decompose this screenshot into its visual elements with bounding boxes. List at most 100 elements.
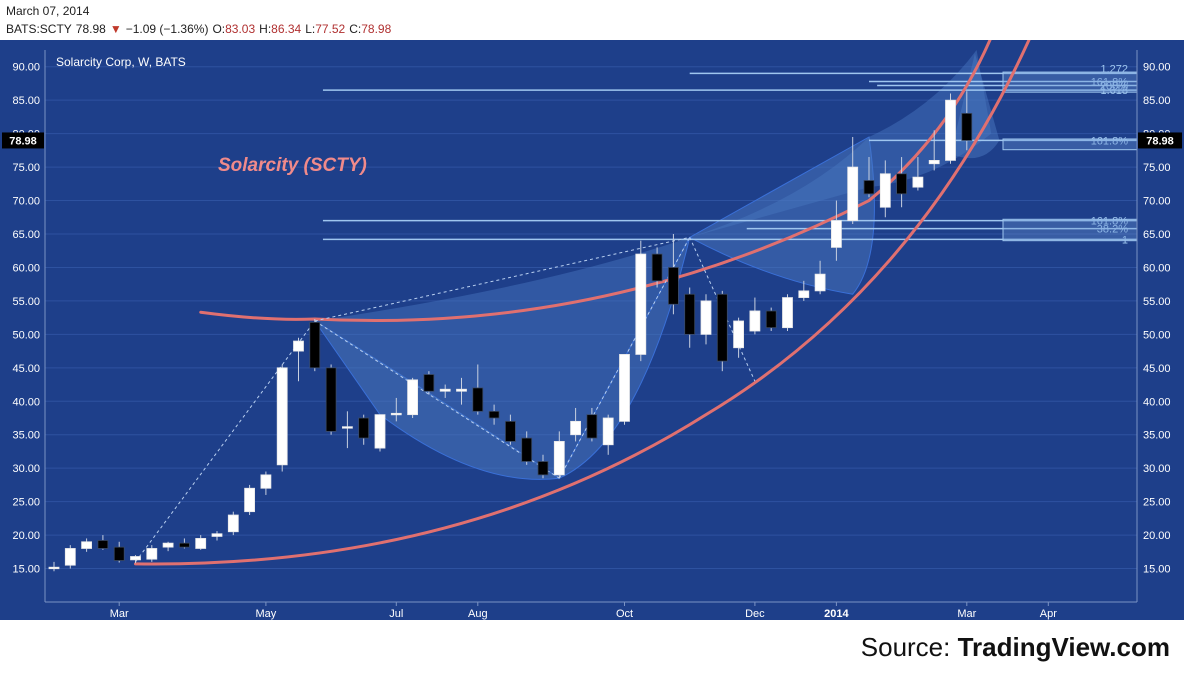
y-tick-label-left: 60.00 (12, 262, 40, 274)
price-markers: 78.98 78.98 (2, 132, 1182, 149)
candle-up (146, 548, 158, 560)
y-tick-label-left: 20.00 (12, 530, 40, 542)
candle-up (700, 300, 712, 335)
fib-zone-box (1002, 71, 1138, 93)
y-tick-label-right: 40.00 (1143, 396, 1171, 408)
fib-label: 1.618 (1100, 85, 1128, 97)
candle-down (716, 293, 728, 362)
x-axis-labels: Mar May Jul Aug Oct Dec 2014 Mar Apr (110, 602, 1057, 620)
candle-down (521, 437, 533, 462)
candle-down (423, 374, 435, 392)
y-tick-label-left: 65.00 (12, 229, 40, 241)
header-date: March 07, 2014 (6, 4, 90, 18)
candle-up (619, 354, 630, 422)
candle-up (798, 290, 810, 298)
annotation-label: Solarcity (SCTY) (218, 155, 367, 176)
candle-down (586, 414, 598, 439)
header-close: 78.98 (361, 22, 392, 36)
y-tick-label-right: 25.00 (1143, 497, 1171, 509)
candle-down (537, 461, 549, 476)
fib-label: 161.8% (1091, 216, 1129, 228)
fib-zone-box (1002, 138, 1138, 151)
price-marker-right-bg (1138, 132, 1182, 149)
header-change: −1.09 (−1.36%) (125, 22, 209, 36)
fib-zone-box (1002, 218, 1138, 242)
candle-up (456, 388, 467, 392)
candle-up (928, 160, 940, 165)
x-tick-label: Apr (1040, 608, 1057, 620)
header-low-label: L: (305, 22, 316, 36)
y-tick-label-left: 90.00 (12, 62, 40, 74)
price-marker-left: 78.98 (9, 135, 37, 147)
y-tick-label-right: 35.00 (1143, 430, 1171, 442)
candle-up (162, 542, 174, 548)
candle-up (195, 538, 207, 549)
candle-up (244, 487, 256, 513)
header-high-label: H: (259, 22, 272, 36)
y-tick-label-right: 20.00 (1143, 530, 1171, 542)
zigzag-lines (135, 236, 756, 563)
change-down-icon: ▼ (109, 22, 122, 36)
header-close-label: C: (349, 22, 362, 36)
y-tick-label-left: 35.00 (12, 430, 40, 442)
fib-label: 38.2% (1097, 224, 1128, 236)
y-tick-label-right: 70.00 (1143, 196, 1171, 208)
y-tick-label-right: 45.00 (1143, 363, 1171, 375)
y-tick-label-left: 15.00 (12, 564, 40, 576)
candle-down (504, 420, 516, 442)
candle-up (879, 173, 891, 208)
y-tick-label-right: 55.00 (1143, 296, 1171, 308)
candle-up (130, 556, 141, 561)
y-tick-label-right: 15.00 (1143, 564, 1171, 576)
candle-up (602, 417, 614, 446)
source-brand: TradingView.com (957, 632, 1170, 662)
candle-down (113, 546, 125, 561)
x-tick-label: Jul (389, 608, 403, 620)
candle-up (390, 412, 402, 416)
candle-up (733, 320, 744, 349)
candle-up (407, 379, 419, 416)
y-tick-label-left: 55.00 (12, 296, 40, 308)
header-ticker: BATS:SCTY (6, 22, 72, 36)
candle-up (847, 166, 859, 222)
y-tick-label-left: 70.00 (12, 196, 40, 208)
y-tick-label-left: 25.00 (12, 497, 40, 509)
x-tick-label: Dec (745, 608, 765, 620)
chart-legend-label: Solarcity Corp, W, BATS (56, 55, 186, 69)
y-tick-label-left: 45.00 (12, 363, 40, 375)
y-tick-label-right: 30.00 (1143, 463, 1171, 475)
candle-up (293, 340, 304, 352)
y-tick-label-left: 40.00 (12, 396, 40, 408)
price-marker-left-bg (2, 132, 44, 149)
candle-up (635, 253, 647, 355)
candle-down (651, 253, 663, 282)
candle-up (945, 99, 956, 161)
y-tick-label-right: 65.00 (1143, 229, 1171, 241)
candle-up (227, 514, 239, 533)
chart-header: March 07, 2014 BATS:SCTY 78.98 ▼ −1.09 (−1.… (6, 2, 395, 38)
y-tick-label-left: 50.00 (12, 329, 40, 341)
candle-down (896, 173, 907, 195)
x-tick-label: Mar (110, 608, 129, 620)
pattern-extension (689, 50, 992, 238)
x-tick-label: Aug (468, 608, 488, 620)
candle-up (439, 388, 451, 392)
candle-down (178, 542, 190, 548)
zigzag-segment (558, 237, 691, 479)
y-tick-label-right: 90.00 (1143, 62, 1171, 74)
zigzag-segment (314, 320, 560, 479)
candle-up (276, 367, 288, 466)
y-tick-label-left: 85.00 (12, 95, 40, 107)
header-open-label: O: (212, 22, 226, 36)
candle-up (81, 541, 92, 549)
candle-up (211, 533, 223, 537)
zigzag-segment (314, 236, 690, 322)
candle-down (325, 367, 337, 432)
candle-up (814, 273, 826, 292)
source-prefix: Source: (860, 632, 958, 662)
y-axis-labels: 90.0090.0085.0085.0080.0080.0075.0075.00… (12, 62, 1170, 576)
header-quote: BATS:SCTY 78.98 ▼ −1.09 (−1.36%) O:83.03 H:86… (6, 20, 395, 38)
x-tick-label: 2014 (824, 608, 849, 620)
